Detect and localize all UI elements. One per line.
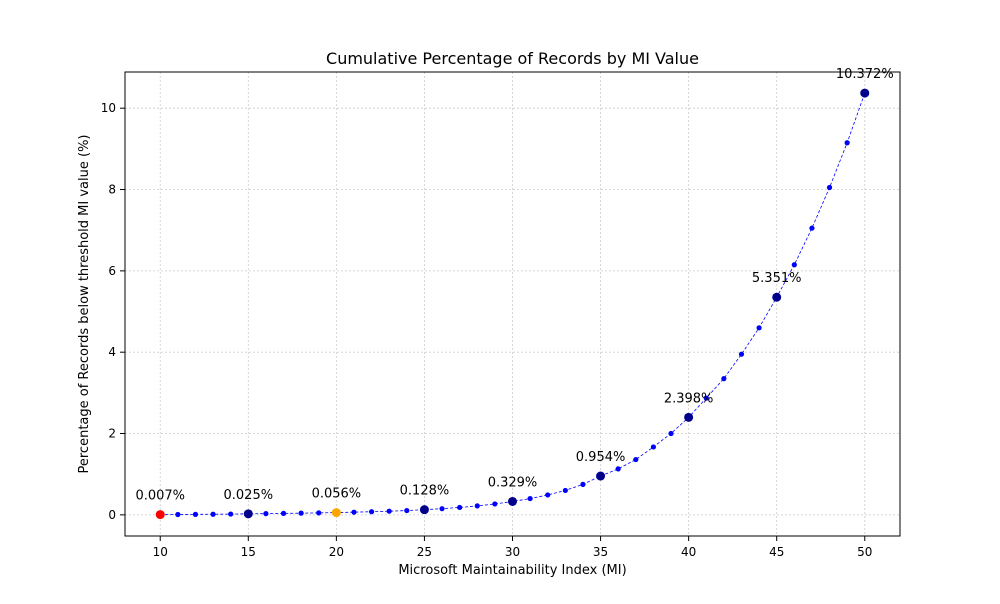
data-point (228, 511, 234, 517)
data-label: 0.007% (135, 489, 185, 504)
data-point (580, 481, 586, 487)
highlight-layer (155, 88, 870, 520)
x-tick-label: 20 (329, 545, 344, 559)
y-tick-label: 6 (108, 264, 116, 278)
highlighted-point (772, 292, 782, 302)
data-label: 5.351% (752, 271, 802, 286)
x-tick-label: 50 (857, 545, 872, 559)
data-point (668, 430, 674, 437)
data-point (351, 509, 357, 515)
highlighted-point (243, 509, 253, 519)
data-point (615, 466, 621, 472)
x-tick-label: 35 (593, 545, 608, 559)
data-point (298, 510, 304, 516)
y-tick-label: 8 (108, 183, 116, 197)
grid (125, 72, 900, 536)
data-point (368, 509, 375, 515)
x-tick-label: 25 (417, 545, 432, 559)
data-point (210, 511, 216, 517)
highlighted-point (508, 496, 517, 506)
y-tick-label: 0 (108, 508, 116, 522)
data-point (844, 140, 850, 146)
highlighted-point (596, 471, 606, 481)
data-label-layer: 0.007% 0.025% 0.056% 0.128% 0.329% 0.954% 2.39… (135, 67, 893, 504)
y-axis-label: Percentage of Records below threshold MI… (77, 134, 92, 473)
y-tick-label: 10 (101, 101, 116, 115)
data-point (192, 511, 199, 517)
data-point (316, 510, 322, 516)
data-label: 2.398% (664, 391, 714, 406)
x-tick-label: 40 (681, 545, 696, 559)
data-label: 0.329% (488, 475, 538, 490)
data-point (650, 444, 657, 450)
data-point (562, 487, 568, 494)
x-axis-label: Microsoft Maintainability Index (MI) (398, 563, 626, 578)
highlighted-point (860, 88, 870, 98)
y-tick-label: 4 (108, 345, 116, 359)
data-point (175, 511, 181, 518)
data-label: 0.128% (400, 484, 450, 499)
data-point (386, 508, 392, 514)
highlighted-point (419, 505, 429, 515)
data-label: 10.372% (836, 67, 894, 82)
data-point (474, 503, 480, 509)
data-point (280, 510, 287, 516)
data-point (263, 511, 269, 517)
data-label: 0.954% (576, 450, 626, 465)
data-point (756, 325, 762, 331)
data-point (721, 376, 727, 382)
x-tick-label: 45 (769, 545, 784, 559)
y-axis-ticks: 0 2 4 6 8 10 (101, 101, 125, 522)
data-point (492, 501, 498, 507)
data-label: 0.056% (312, 487, 362, 502)
data-point (404, 507, 410, 514)
data-point (545, 492, 551, 498)
data-point (809, 225, 815, 231)
data-point (826, 184, 833, 191)
data-point (703, 395, 709, 401)
x-tick-label: 15 (241, 545, 256, 559)
chart-title: Cumulative Percentage of Records by MI V… (326, 49, 699, 68)
data-label: 0.025% (224, 488, 274, 503)
data-point (633, 456, 639, 463)
data-point (457, 504, 463, 511)
x-axis-ticks: 10 15 20 25 30 35 40 45 50 (153, 536, 872, 559)
highlighted-point (331, 508, 341, 518)
data-point (527, 495, 533, 502)
data-point (439, 506, 445, 512)
highlighted-point (684, 412, 694, 422)
data-point (791, 262, 797, 268)
highlighted-point (155, 510, 165, 520)
data-point (738, 351, 745, 357)
x-tick-label: 10 (153, 545, 168, 559)
x-tick-label: 30 (505, 545, 520, 559)
y-tick-label: 2 (108, 427, 116, 441)
